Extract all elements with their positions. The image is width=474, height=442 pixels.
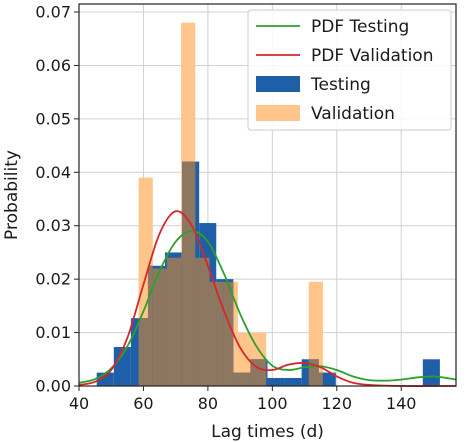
overlap-bar-8 bbox=[199, 257, 210, 386]
overlap-bar-11 bbox=[223, 281, 234, 386]
x-tick-label-0: 40 bbox=[69, 394, 89, 413]
legend-label-1: PDF Validation bbox=[311, 46, 433, 66]
x-tick-label-2: 80 bbox=[198, 394, 218, 413]
y-axis-ticks: 0.00 0.01 0.02 0.03 0.04 0.05 0.06 0.07 bbox=[35, 3, 79, 396]
pdf-validation-line bbox=[78, 210, 457, 387]
overlap-bar-6 bbox=[182, 161, 196, 386]
y-tick-label-5: 0.05 bbox=[35, 109, 71, 128]
y-tick-label-4: 0.04 bbox=[35, 163, 71, 182]
testing-bar-14 bbox=[422, 359, 440, 386]
testing-bar-13 bbox=[318, 372, 336, 386]
legend: PDF Testing PDF Validation Testing Validati… bbox=[247, 9, 452, 131]
overlap-bar-1 bbox=[147, 265, 153, 386]
y-tick-label-2: 0.02 bbox=[35, 270, 71, 289]
overlap-bar-4 bbox=[166, 257, 182, 386]
testing-bar-10 bbox=[267, 377, 285, 386]
pdf-curves bbox=[78, 210, 457, 387]
y-tick-label-1: 0.01 bbox=[35, 323, 71, 342]
y-tick-label-6: 0.06 bbox=[35, 56, 71, 75]
overlap-bar-17 bbox=[318, 372, 323, 386]
overlap-bar-10 bbox=[216, 281, 224, 386]
overlap-bar-12 bbox=[233, 372, 238, 386]
overlap-bar-16 bbox=[308, 359, 319, 386]
overlap-bar-2 bbox=[152, 268, 166, 386]
x-tick-label-5: 140 bbox=[386, 394, 417, 413]
y-tick-label-0: 0.00 bbox=[35, 377, 71, 396]
legend-label-3: Validation bbox=[311, 104, 395, 124]
overlap-bars bbox=[138, 161, 323, 386]
y-axis-label: Probability bbox=[2, 150, 22, 240]
plot-frame bbox=[78, 3, 457, 387]
pdf-testing-line bbox=[78, 230, 457, 384]
overlap-bar-14 bbox=[250, 359, 253, 386]
legend-swatch-2 bbox=[256, 76, 300, 92]
x-tick-label-4: 120 bbox=[322, 394, 353, 413]
x-axis-label: Lag times (d) bbox=[211, 422, 324, 442]
legend-box bbox=[247, 9, 452, 131]
overlap-bar-9 bbox=[209, 281, 217, 386]
overlap-bar-15 bbox=[252, 359, 267, 386]
x-tick-label-3: 100 bbox=[257, 394, 288, 413]
y-tick-label-7: 0.07 bbox=[35, 3, 71, 22]
legend-swatch-3 bbox=[256, 105, 300, 121]
testing-bar-11 bbox=[284, 377, 302, 386]
y-tick-label-3: 0.03 bbox=[35, 216, 71, 235]
overlap-bar-3 bbox=[165, 268, 167, 386]
overlap-bar-5 bbox=[181, 252, 183, 386]
overlap-bar-0 bbox=[138, 318, 148, 386]
legend-label-2: Testing bbox=[310, 75, 371, 95]
x-tick-label-1: 60 bbox=[133, 394, 153, 413]
overlap-bar-7 bbox=[195, 257, 200, 386]
testing-bar-1 bbox=[113, 346, 131, 386]
overlap-bar-13 bbox=[237, 372, 251, 386]
legend-label-0: PDF Testing bbox=[311, 17, 409, 37]
x-axis-ticks: 40 60 80 100 120 140 bbox=[69, 386, 417, 413]
